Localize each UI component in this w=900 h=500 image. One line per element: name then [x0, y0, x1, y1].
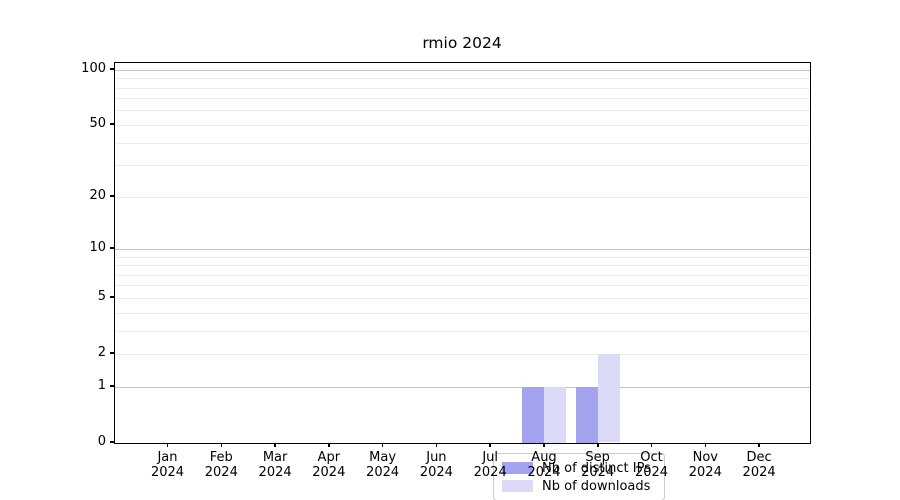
gridline: [115, 330, 810, 332]
gridline: [115, 87, 810, 89]
legend-label-distinct-ips: Nb of distinct IPs: [542, 460, 651, 476]
x-axis-tick-label: Jul 2024: [473, 450, 507, 480]
x-axis-tick: [220, 443, 222, 447]
x-axis-tick-label: Apr 2024: [312, 450, 346, 480]
x-axis-tick: [274, 443, 276, 447]
gridline: [115, 124, 810, 126]
plot-area: Nb of distinct IPs Nb of downloads: [114, 62, 811, 500]
x-axis-tick: [543, 443, 545, 447]
x-axis-tick: [489, 443, 491, 447]
x-axis-tick-label: Feb 2024: [204, 450, 238, 480]
x-axis-tick: [381, 443, 384, 447]
y-axis-tick-label: 100: [81, 60, 106, 76]
gridline: [115, 165, 810, 167]
y-axis-tick-label: 2: [97, 344, 106, 360]
y-axis-tick: [110, 195, 114, 197]
gridline: [115, 142, 810, 144]
bar-distinct-ips-aug: [522, 386, 544, 443]
y-axis-tick: [110, 247, 114, 249]
x-axis-tick-label: Oct 2024: [634, 450, 669, 480]
gridline: [115, 248, 810, 250]
legend-swatch-downloads: [502, 480, 533, 492]
y-axis-tick: [110, 385, 114, 387]
y-axis-tick-label: 10: [89, 239, 106, 255]
gridline: [115, 78, 810, 80]
bar-downloads-aug: [544, 386, 566, 443]
legend: Nb of distinct IPs Nb of downloads: [493, 453, 665, 500]
y-axis-tick: [110, 296, 114, 298]
y-axis-tick-label: 1: [97, 377, 106, 393]
gridline: [115, 256, 810, 258]
gridline: [115, 274, 810, 276]
chart-title: rmio 2024: [422, 34, 502, 52]
gridline: [115, 285, 810, 287]
x-axis-tick: [328, 443, 330, 447]
x-axis-tick-label: Dec 2024: [742, 450, 776, 480]
x-axis-tick-label: May 2024: [366, 450, 400, 480]
gridline: [115, 265, 810, 266]
gridline: [115, 98, 810, 100]
x-axis-tick-label: Nov 2024: [688, 450, 722, 480]
x-axis-tick-label: Jan 2024: [150, 450, 185, 480]
y-axis-tick-label: 20: [89, 187, 106, 203]
x-axis-tick: [166, 443, 169, 447]
legend-entry-distinct-ips: Nb of distinct IPs: [502, 459, 658, 477]
gridline: [115, 297, 810, 299]
legend-label-downloads: Nb of downloads: [542, 478, 651, 494]
y-axis-tick: [110, 352, 114, 354]
y-axis-tick: [110, 441, 114, 443]
gridline: [115, 353, 810, 355]
gridline: [115, 69, 810, 71]
x-axis-tick-label: Jun 2024: [419, 450, 453, 480]
gridline: [115, 386, 810, 388]
y-axis-tick-label: 50: [89, 115, 106, 131]
y-axis-tick-label: 5: [97, 288, 106, 304]
y-axis-tick: [110, 68, 114, 70]
bar-downloads-sep: [597, 353, 620, 443]
x-axis-tick: [650, 443, 653, 447]
gridline: [115, 196, 810, 198]
y-axis-tick: [110, 123, 114, 125]
legend-entry-downloads: Nb of downloads: [502, 477, 658, 495]
x-axis-tick: [704, 443, 706, 447]
x-axis-tick: [758, 443, 760, 447]
legend-swatch-distinct-ips: [502, 462, 533, 474]
x-axis-tick-label: Aug 2024: [527, 450, 561, 480]
gridline: [115, 110, 810, 112]
y-axis-tick-label: 0: [97, 433, 106, 449]
gridline: [115, 312, 810, 314]
x-axis-tick-label: Sep 2024: [581, 450, 615, 480]
x-axis-tick: [597, 443, 599, 447]
bar-distinct-ips-sep: [575, 386, 598, 443]
x-axis-tick-label: Mar 2024: [258, 450, 292, 480]
x-axis-tick: [435, 443, 438, 447]
